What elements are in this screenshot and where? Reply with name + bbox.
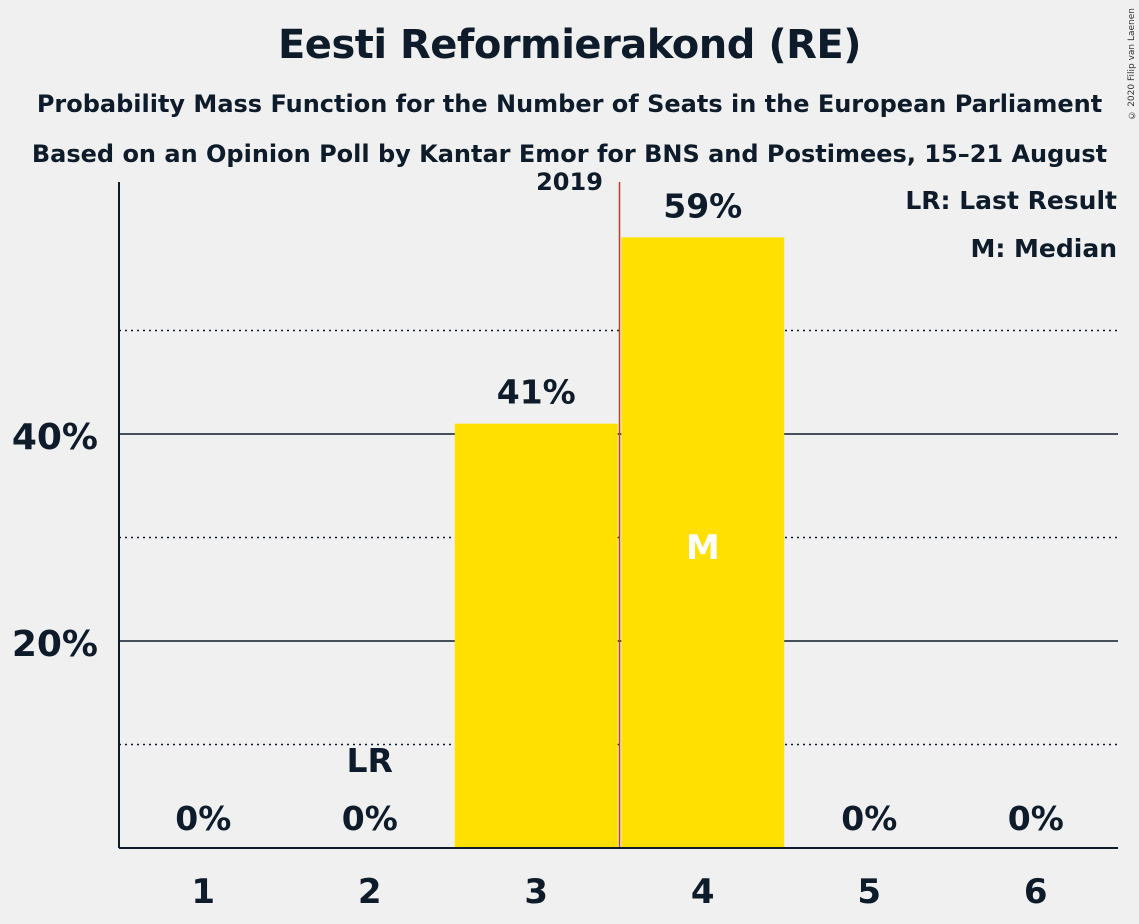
y-tick-label: 20% [12, 624, 98, 665]
x-tick-label: 6 [1024, 872, 1048, 912]
x-tick-label: 1 [191, 872, 215, 912]
x-tick-label: 2 [358, 872, 382, 912]
median-marker: M [686, 528, 720, 568]
y-tick-label: 40% [12, 417, 98, 458]
value-label: 59% [663, 186, 742, 225]
bar [621, 237, 785, 849]
legend-median: M: Median [970, 234, 1117, 263]
legend-last-result: LR: Last Result [905, 186, 1117, 215]
value-label: 0% [1008, 799, 1064, 838]
bar [454, 423, 618, 848]
x-tick-label: 3 [524, 872, 548, 912]
value-label: 0% [342, 799, 398, 838]
value-label: 0% [841, 799, 897, 838]
x-tick-label: 5 [857, 872, 881, 912]
chart-source-subtitle: Based on an Opinion Poll by Kantar Emor … [31, 140, 1108, 196]
x-tick-label: 4 [691, 872, 715, 912]
chart-title: Eesti Reformierakond (RE) [277, 22, 862, 68]
value-label: 41% [497, 373, 576, 412]
last-result-marker: LR [347, 741, 393, 780]
value-label: 0% [175, 799, 231, 838]
chart-subtitle: Probability Mass Function for the Number… [36, 90, 1103, 118]
